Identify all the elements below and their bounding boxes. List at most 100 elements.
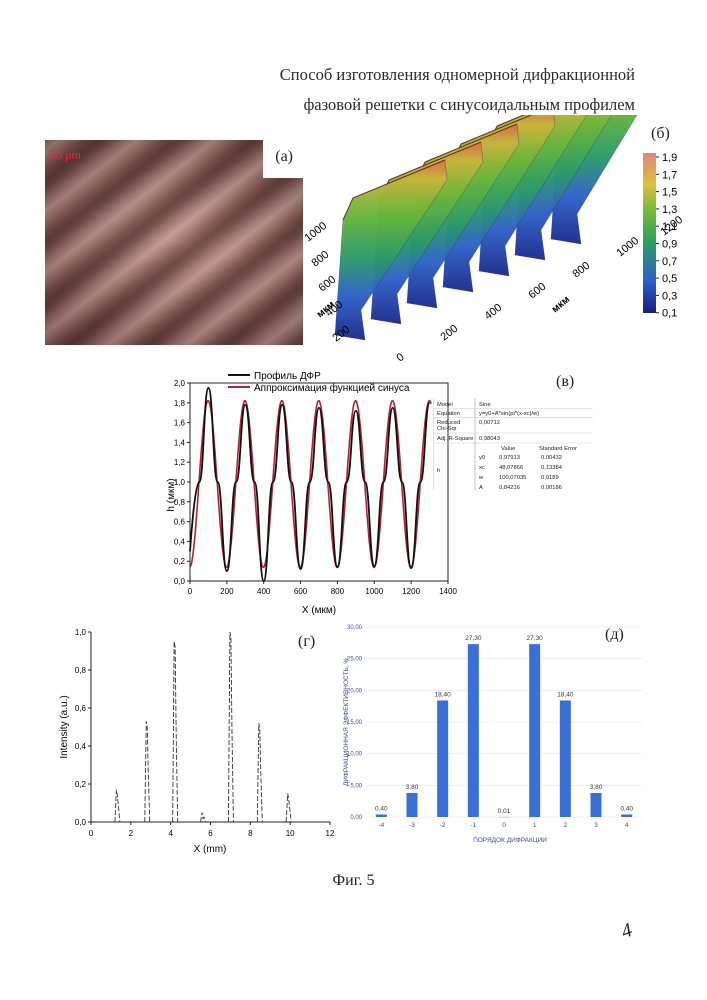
panel-v-label: (в) bbox=[556, 373, 574, 391]
intensity-y-tick-label: 0,6 bbox=[75, 704, 87, 713]
intensity-peak bbox=[173, 642, 178, 823]
colorbar-tick-label: 1,3 bbox=[662, 204, 677, 216]
profile-y-label: h (мкм) bbox=[166, 478, 177, 511]
bar-x-label: ПОРЯДОК ДИФРАКЦИИ bbox=[473, 837, 547, 844]
table-param: A bbox=[479, 485, 483, 490]
intensity-peak bbox=[115, 790, 120, 822]
table-model-label: Model bbox=[437, 402, 453, 408]
colorbar-tick-label: 1,9 bbox=[662, 152, 677, 164]
bar-category-label: -4 bbox=[378, 822, 384, 829]
legend-entry-fit: Аппроксимация функцией синуса bbox=[254, 382, 410, 394]
profile-x-tick-label: 400 bbox=[257, 587, 271, 596]
bar-value-label: 3,80 bbox=[406, 784, 419, 791]
intensity-chart: 0246810120,00,20,40,60,81,0 Intensity (a… bbox=[55, 620, 340, 855]
surface-x-tick: 800 bbox=[570, 260, 592, 281]
colorbar-tick-label: 0,7 bbox=[662, 256, 677, 268]
page-mark: 4 bbox=[618, 919, 635, 944]
surface-x-tick: 1000 bbox=[614, 235, 641, 260]
intensity-peak bbox=[201, 813, 206, 823]
profile-y-tick-label: 0,0 bbox=[174, 577, 186, 586]
surface-3d-plot: 1,91,71,51,31,10,90,70,50,30,1 100080060… bbox=[300, 115, 707, 375]
profile-y-tick-label: 0,6 bbox=[174, 518, 186, 527]
table-error: 0,00186 bbox=[541, 485, 562, 490]
table-param: xc bbox=[479, 465, 485, 471]
bar-value-label: 0,40 bbox=[620, 805, 633, 812]
profile-y-tick-label: 1,8 bbox=[174, 399, 186, 408]
table-param: y0 bbox=[479, 455, 485, 461]
bar--4 bbox=[376, 814, 387, 817]
profile-x-tick-label: 800 bbox=[331, 587, 345, 596]
surface-x-tick: 600 bbox=[526, 281, 548, 302]
panel-a-label: (а) bbox=[275, 148, 293, 166]
table-error: 0,13384 bbox=[541, 465, 563, 471]
colorbar-tick-label: 0,3 bbox=[662, 290, 677, 302]
bar--3 bbox=[407, 793, 418, 817]
intensity-x-tick-label: 4 bbox=[168, 829, 173, 838]
bar-value-label: 27,30 bbox=[527, 635, 544, 642]
bar-category-label: 3 bbox=[594, 822, 598, 829]
bar-2 bbox=[560, 700, 571, 817]
table-adjr-label: Adj. R-Square bbox=[437, 436, 473, 442]
intensity-x-tick-label: 10 bbox=[286, 829, 295, 838]
bar-chart-ticks: -4-3-2-101234 bbox=[378, 822, 628, 829]
microscope-image: 50 µm (а) bbox=[45, 140, 303, 345]
profile-y-tick-label: 0,2 bbox=[174, 557, 186, 566]
intensity-y-tick-label: 0,4 bbox=[75, 742, 87, 751]
bar-3 bbox=[591, 793, 602, 817]
colorbar-tick-label: 1,7 bbox=[662, 169, 677, 181]
profile-y-tick-label: 0,4 bbox=[174, 537, 186, 546]
bar-chart-bars: 0,403,8018,4027,300,0127,3018,403,800,40 bbox=[375, 635, 633, 817]
table-equation-label: Equation bbox=[437, 411, 460, 417]
bar-1 bbox=[529, 644, 540, 817]
bar-category-label: 1 bbox=[533, 822, 537, 829]
intensity-y-label: Intensity (a.u.) bbox=[59, 695, 70, 758]
profile-y-tick-label: 2,0 bbox=[174, 379, 186, 388]
surface-y-tick: 1000 bbox=[302, 220, 329, 245]
profile-x-tick-label: 1200 bbox=[402, 587, 420, 596]
profile-y-tick-label: 1,4 bbox=[174, 438, 186, 447]
intensity-peak bbox=[145, 721, 150, 822]
fit-table: Model Sine Equation y=y0+A*sin(pi*(x-xc)… bbox=[433, 398, 593, 490]
profile-y-tick-label: 1,2 bbox=[174, 458, 186, 467]
profile-plot-frame bbox=[190, 383, 448, 581]
table-group: h bbox=[437, 468, 440, 474]
profile-x-tick-label: 0 bbox=[188, 587, 193, 596]
intensity-x-tick-label: 8 bbox=[248, 829, 253, 838]
bar-4 bbox=[621, 814, 632, 817]
table-param: w bbox=[478, 475, 484, 481]
bar-category-label: 2 bbox=[564, 822, 568, 829]
series-fit-line bbox=[190, 401, 431, 568]
bar-y-tick-label: 5,00 bbox=[350, 783, 362, 789]
bar-value-label: 0,40 bbox=[375, 805, 388, 812]
intensity-y-tick-label: 0,8 bbox=[75, 666, 87, 675]
profile-legend: Профиль ДФР Аппроксимация функцией синус… bbox=[228, 370, 410, 394]
efficiency-bar-chart: 0,005,0010,0015,0020,0025,0030,00 0,403,… bbox=[330, 615, 650, 850]
bar-category-label: 4 bbox=[625, 822, 629, 829]
title-line-1: Способ изготовления одномерной дифракцио… bbox=[280, 60, 635, 90]
bar-value-label: 0,01 bbox=[498, 808, 511, 815]
colorbar-tick-label: 0,9 bbox=[662, 239, 677, 251]
bar-y-tick-label: 30,00 bbox=[347, 625, 363, 631]
table-chisq-label-2: Chi-Sqr bbox=[437, 426, 457, 432]
profile-x-tick-label: 1400 bbox=[439, 587, 457, 596]
table-value: 48,07866 bbox=[499, 465, 523, 471]
surface-x-tick: 400 bbox=[482, 302, 504, 323]
table-error: 0,00432 bbox=[541, 455, 562, 461]
profile-x-tick-label: 1000 bbox=[365, 587, 383, 596]
intensity-ticks: 0246810120,00,20,40,60,81,0 bbox=[75, 628, 335, 838]
table-error: 0,0189 bbox=[541, 475, 559, 481]
bar--1 bbox=[468, 644, 479, 817]
table-adjr-value: 0,98043 bbox=[479, 436, 500, 442]
colorbar-tick-label: 1,5 bbox=[662, 187, 677, 199]
table-chisq-value: 0,00712 bbox=[479, 420, 500, 426]
table-rows: y00,979130,00432xc48,078660,13384w100,07… bbox=[478, 455, 563, 490]
table-value: 0,97913 bbox=[499, 455, 520, 461]
bar--2 bbox=[437, 700, 448, 817]
bar-chart-grid: 0,005,0010,0015,0020,0025,0030,00 bbox=[347, 625, 642, 821]
bar-value-label: 18,40 bbox=[435, 691, 452, 698]
intensity-x-tick-label: 2 bbox=[129, 829, 134, 838]
figure-caption: Фиг. 5 bbox=[0, 872, 707, 890]
table-col-value: Value bbox=[501, 446, 515, 452]
bar-category-label: 0 bbox=[502, 822, 506, 829]
surface-x-label: мкм bbox=[550, 294, 572, 315]
